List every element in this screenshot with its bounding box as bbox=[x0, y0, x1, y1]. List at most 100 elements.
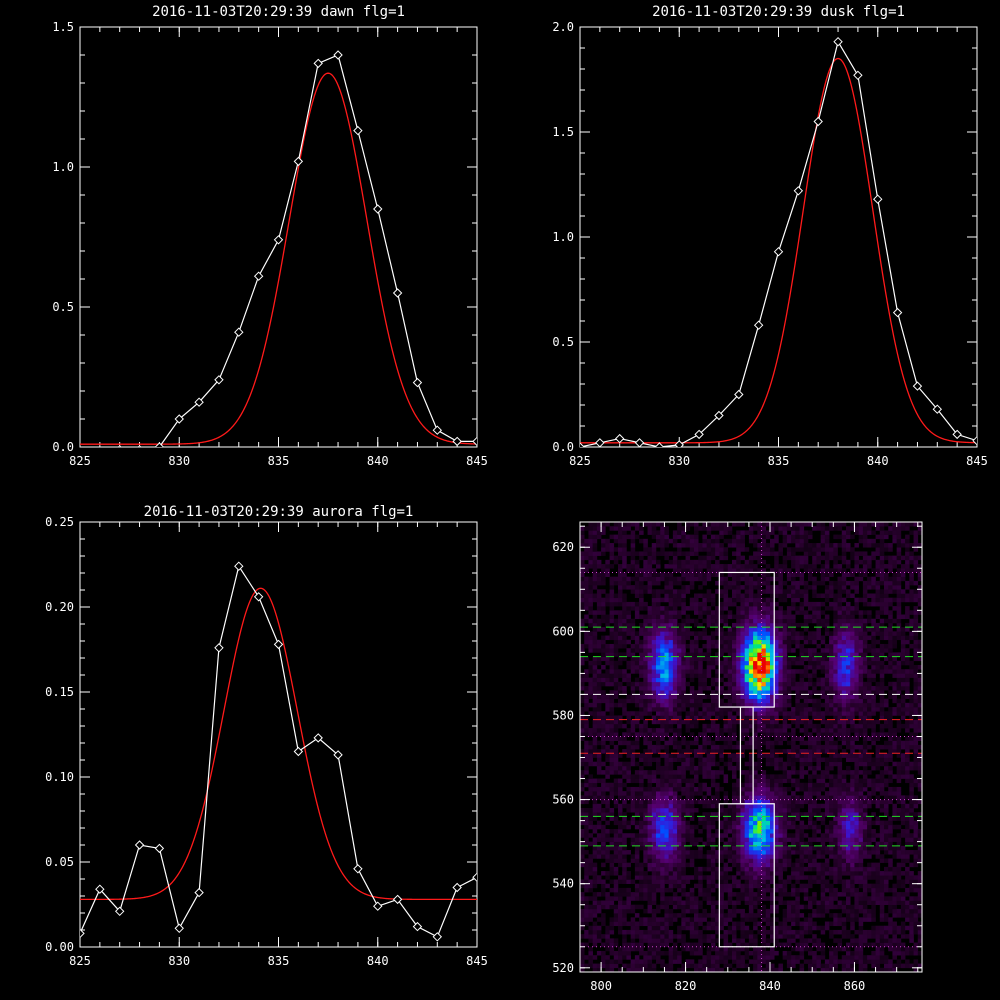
heatmap-cell bbox=[744, 896, 750, 901]
heatmap-cell bbox=[643, 833, 648, 838]
heatmap-cell bbox=[748, 892, 754, 897]
heatmap-cell bbox=[799, 866, 805, 872]
heatmap-cell bbox=[702, 875, 707, 880]
heatmap-cell bbox=[753, 921, 758, 927]
heatmap-cell bbox=[706, 656, 712, 662]
heatmap-cell bbox=[656, 702, 661, 708]
heatmap-cell bbox=[744, 673, 750, 678]
heatmap-cell bbox=[651, 854, 657, 859]
heatmap-cell bbox=[795, 829, 800, 834]
heatmap-cell bbox=[753, 597, 758, 603]
heatmap-cell bbox=[740, 938, 745, 943]
heatmap-cell bbox=[618, 568, 623, 573]
heatmap-cell bbox=[609, 736, 615, 741]
heatmap-cell bbox=[778, 568, 783, 573]
heatmap-cell bbox=[732, 538, 737, 544]
heatmap-cell bbox=[748, 538, 754, 544]
heatmap-cell bbox=[601, 728, 606, 733]
heatmap-cell bbox=[677, 601, 682, 607]
heatmap-cell bbox=[613, 534, 619, 540]
heatmap-cell bbox=[803, 534, 809, 540]
heatmap-cell bbox=[605, 942, 610, 948]
heatmap-cell bbox=[668, 601, 674, 607]
heatmap-cell bbox=[630, 799, 636, 805]
heatmap-cell bbox=[580, 530, 585, 535]
heatmap-cell bbox=[685, 669, 691, 674]
heatmap-cell bbox=[596, 765, 602, 771]
heatmap-cell bbox=[664, 719, 669, 725]
heatmap-cell bbox=[630, 904, 636, 910]
heatmap-cell bbox=[753, 639, 758, 645]
heatmap-cell bbox=[782, 900, 788, 906]
heatmap-cell bbox=[706, 593, 712, 599]
heatmap-cell bbox=[744, 597, 750, 603]
heatmap-cell bbox=[761, 543, 767, 548]
heatmap-cell bbox=[618, 614, 623, 620]
heatmap-cell bbox=[647, 946, 653, 952]
heatmap-cell bbox=[715, 728, 720, 733]
heatmap-cell bbox=[651, 829, 657, 834]
heatmap-cell bbox=[757, 913, 762, 918]
heatmap-cell bbox=[786, 753, 792, 758]
heatmap-cell bbox=[656, 862, 661, 868]
heatmap-cell bbox=[660, 530, 665, 535]
heatmap-cell bbox=[681, 942, 686, 948]
heatmap-cell bbox=[618, 913, 623, 918]
heatmap-cell bbox=[639, 795, 644, 800]
heatmap-cell bbox=[786, 639, 792, 645]
heatmap-cell bbox=[630, 732, 636, 737]
heatmap-cell bbox=[605, 652, 610, 657]
heatmap-cell bbox=[795, 900, 800, 906]
heatmap-cell bbox=[736, 778, 741, 784]
heatmap-cell bbox=[753, 837, 758, 842]
heatmap-cell bbox=[681, 833, 686, 838]
heatmap-cell bbox=[723, 564, 729, 569]
heatmap-cell bbox=[748, 534, 754, 540]
heatmap-cell bbox=[765, 643, 771, 649]
heatmap-cell bbox=[786, 795, 792, 800]
heatmap-cell bbox=[774, 686, 779, 691]
heatmap-cell bbox=[672, 656, 678, 662]
heatmap-cell bbox=[613, 719, 619, 725]
heatmap-cell bbox=[618, 765, 623, 771]
heatmap-cell bbox=[613, 778, 619, 784]
heatmap-cell bbox=[795, 845, 800, 851]
heatmap-cell bbox=[613, 753, 619, 758]
heatmap-cell bbox=[791, 850, 796, 855]
heatmap-cell bbox=[799, 913, 805, 918]
heatmap-cell bbox=[744, 786, 750, 792]
heatmap-cell bbox=[639, 837, 644, 842]
heatmap-cell bbox=[774, 707, 779, 712]
heatmap-cell bbox=[778, 677, 783, 683]
heatmap-cell bbox=[596, 627, 602, 632]
heatmap-cell bbox=[677, 757, 682, 763]
heatmap-cell bbox=[618, 622, 623, 628]
heatmap-cell bbox=[698, 850, 703, 855]
heatmap-cell bbox=[656, 618, 661, 624]
heatmap-cell bbox=[799, 681, 805, 687]
heatmap-cell bbox=[715, 686, 720, 691]
heatmap-cell bbox=[630, 917, 636, 922]
heatmap-cell bbox=[613, 942, 619, 948]
heatmap-cell bbox=[647, 803, 653, 809]
heatmap-cell bbox=[803, 786, 809, 792]
heatmap-cell bbox=[596, 601, 602, 607]
heatmap-cell bbox=[656, 543, 661, 548]
heatmap-cell bbox=[689, 950, 695, 956]
heatmap-cell bbox=[584, 883, 589, 889]
heatmap-cell bbox=[668, 770, 674, 775]
heatmap-cell bbox=[630, 564, 636, 569]
heatmap-cell bbox=[698, 572, 703, 577]
x-tick-label: 835 bbox=[768, 454, 790, 468]
heatmap-cell bbox=[799, 601, 805, 607]
heatmap-cell bbox=[765, 580, 771, 586]
heatmap-cell bbox=[748, 660, 754, 666]
heatmap-cell bbox=[803, 845, 809, 851]
heatmap-cell bbox=[770, 585, 775, 590]
heatmap-cell bbox=[622, 627, 627, 632]
heatmap-cell bbox=[672, 555, 678, 561]
heatmap-cell bbox=[736, 837, 741, 842]
heatmap-cell bbox=[706, 728, 712, 733]
heatmap-cell bbox=[782, 841, 788, 847]
heatmap-cell bbox=[698, 614, 703, 620]
